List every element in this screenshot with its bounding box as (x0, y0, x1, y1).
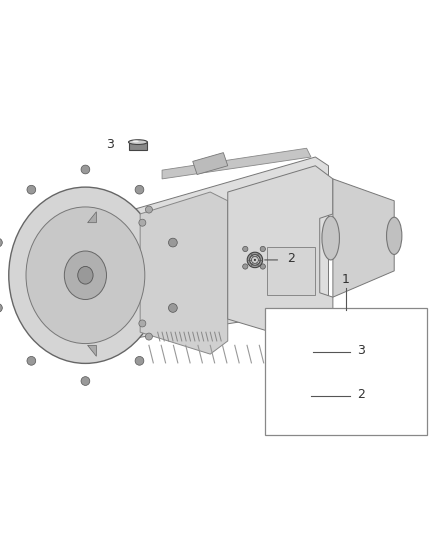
FancyBboxPatch shape (267, 247, 315, 295)
FancyBboxPatch shape (265, 308, 427, 435)
Circle shape (0, 238, 2, 247)
Circle shape (243, 246, 248, 252)
Circle shape (139, 219, 146, 226)
Circle shape (135, 357, 144, 365)
Polygon shape (88, 212, 96, 223)
Ellipse shape (298, 345, 305, 348)
Ellipse shape (9, 187, 162, 364)
Polygon shape (88, 157, 328, 345)
Polygon shape (162, 148, 311, 179)
Text: 2: 2 (287, 252, 295, 265)
Ellipse shape (322, 216, 339, 260)
Circle shape (145, 206, 152, 213)
Text: 3: 3 (357, 344, 365, 357)
Circle shape (139, 320, 146, 327)
Circle shape (254, 259, 256, 261)
Circle shape (301, 392, 308, 399)
Ellipse shape (132, 140, 139, 142)
Circle shape (145, 333, 152, 340)
Polygon shape (88, 345, 96, 356)
Circle shape (27, 185, 36, 194)
Ellipse shape (64, 251, 106, 300)
Circle shape (81, 377, 90, 385)
Circle shape (304, 394, 305, 397)
Circle shape (260, 264, 265, 269)
Circle shape (0, 304, 2, 312)
Circle shape (260, 246, 265, 252)
Text: 1: 1 (342, 273, 350, 286)
Ellipse shape (294, 345, 315, 350)
Polygon shape (193, 152, 228, 174)
Circle shape (251, 256, 258, 263)
Circle shape (135, 185, 144, 194)
Ellipse shape (128, 140, 148, 144)
Polygon shape (228, 166, 333, 345)
Text: 2: 2 (357, 388, 365, 401)
Ellipse shape (26, 207, 145, 344)
Ellipse shape (78, 266, 93, 284)
Circle shape (169, 238, 177, 247)
Text: 3: 3 (106, 138, 114, 151)
Circle shape (81, 165, 90, 174)
Ellipse shape (386, 217, 402, 254)
Circle shape (169, 304, 177, 312)
Polygon shape (294, 348, 315, 356)
Polygon shape (128, 142, 148, 150)
Polygon shape (333, 179, 394, 297)
Circle shape (27, 357, 36, 365)
Polygon shape (140, 192, 228, 354)
Circle shape (243, 264, 248, 269)
